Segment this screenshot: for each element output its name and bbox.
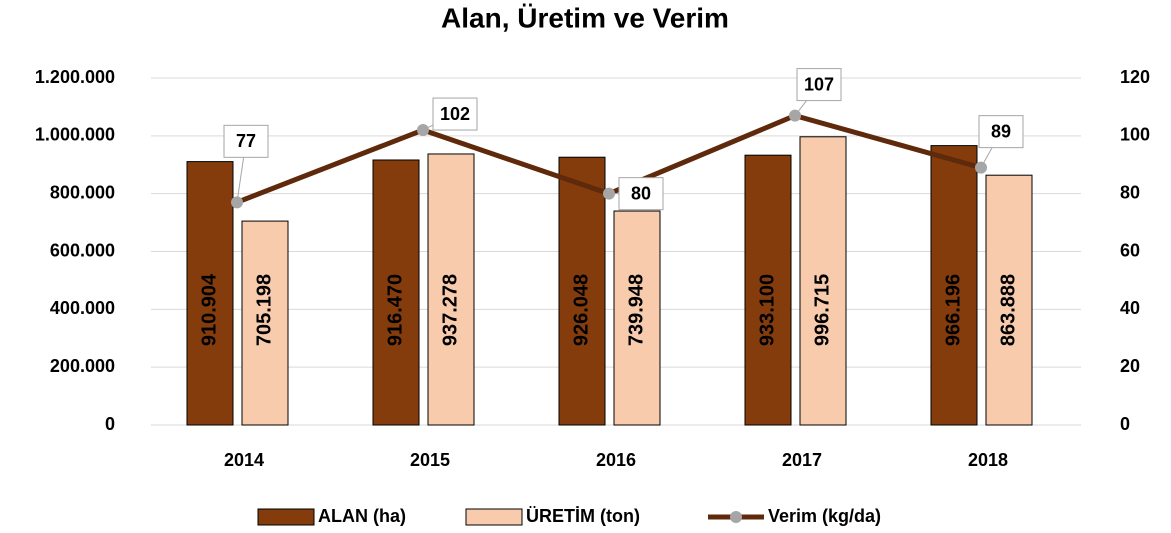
bar <box>744 154 792 426</box>
bar <box>613 210 661 426</box>
x-tick-label: 2016 <box>596 450 636 470</box>
bar-value-label: 863.888 <box>997 274 1019 346</box>
y-tick-label: 1.000.000 <box>35 125 115 145</box>
y-tick-label: 1.200.000 <box>35 67 115 87</box>
bar <box>372 159 420 426</box>
y-tick-label: 600.000 <box>50 240 115 260</box>
bar-value-label: 916.470 <box>384 274 406 346</box>
data-label-box <box>432 97 478 131</box>
data-label-box <box>978 115 1024 149</box>
bar <box>799 136 847 426</box>
bar <box>427 153 475 426</box>
bar <box>241 220 289 426</box>
x-tick-label: 2014 <box>224 450 264 470</box>
bar-value-label: 996.715 <box>811 274 833 346</box>
y2-tick-label: 0 <box>1120 414 1130 434</box>
bar-value-label: 933.100 <box>756 274 778 346</box>
legend-swatch <box>465 508 523 526</box>
x-tick-label: 2015 <box>410 450 450 470</box>
data-label: 80 <box>631 183 651 203</box>
y2-tick-label: 100 <box>1120 125 1150 145</box>
legend-swatch <box>257 508 315 526</box>
bar-value-label: 926.048 <box>570 274 592 346</box>
y-tick-label: 200.000 <box>50 356 115 376</box>
y2-tick-label: 40 <box>1120 298 1140 318</box>
data-label-box <box>223 124 269 158</box>
y2-tick-label: 20 <box>1120 356 1140 376</box>
y-tick-label: 800.000 <box>50 182 115 202</box>
x-tick-label: 2018 <box>968 450 1008 470</box>
bar-value-label: 705.198 <box>253 274 275 346</box>
y-tick-label: 400.000 <box>50 298 115 318</box>
y2-tick-label: 80 <box>1120 182 1140 202</box>
y2-tick-label: 60 <box>1120 240 1140 260</box>
y-tick-label: 0 <box>105 414 115 434</box>
bar-value-label: 966.196 <box>942 274 964 346</box>
bar-value-label: 910.904 <box>198 273 220 346</box>
bar <box>985 174 1033 426</box>
x-tick-label: 2017 <box>782 450 822 470</box>
legend-label: ALAN (ha) <box>318 506 406 526</box>
bar-value-label: 739.948 <box>625 274 647 346</box>
data-label-box <box>796 68 842 102</box>
legend-marker <box>730 511 742 523</box>
data-label: 89 <box>991 121 1011 141</box>
bar <box>930 145 978 426</box>
bar <box>558 156 606 426</box>
chart-title: Alan, Üretim ve Verim <box>441 2 729 33</box>
data-label: 77 <box>236 131 256 151</box>
bar <box>186 161 234 426</box>
data-label: 102 <box>440 104 470 124</box>
legend-label: Verim (kg/da) <box>768 506 881 526</box>
data-label: 107 <box>804 74 834 94</box>
bar-value-label: 937.278 <box>439 274 461 346</box>
legend-label: ÜRETİM (ton) <box>526 506 640 526</box>
data-label-box <box>618 177 664 211</box>
y2-tick-label: 120 <box>1120 67 1150 87</box>
